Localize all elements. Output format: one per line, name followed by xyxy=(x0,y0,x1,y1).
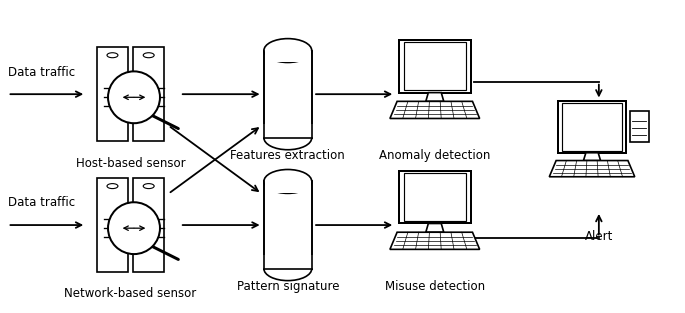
Text: Data traffic: Data traffic xyxy=(8,66,75,79)
Bar xyxy=(262,255,313,269)
Bar xyxy=(134,48,164,141)
Polygon shape xyxy=(426,93,444,101)
Text: Network-based sensor: Network-based sensor xyxy=(64,287,197,300)
Bar xyxy=(403,42,466,90)
Bar xyxy=(264,182,311,193)
Bar xyxy=(134,178,164,272)
Ellipse shape xyxy=(264,38,312,63)
Bar xyxy=(630,111,649,142)
Text: Misuse detection: Misuse detection xyxy=(385,280,485,293)
Ellipse shape xyxy=(108,71,160,123)
Bar xyxy=(264,51,312,138)
Bar xyxy=(562,103,622,151)
Text: Anomaly detection: Anomaly detection xyxy=(379,149,490,162)
Text: Features extraction: Features extraction xyxy=(230,149,345,162)
Ellipse shape xyxy=(264,257,312,281)
Bar xyxy=(262,124,313,138)
Ellipse shape xyxy=(264,170,312,193)
Bar xyxy=(399,171,471,223)
Bar xyxy=(399,40,471,93)
Polygon shape xyxy=(390,101,480,119)
Text: Pattern signature: Pattern signature xyxy=(236,280,339,293)
Polygon shape xyxy=(584,153,601,161)
Polygon shape xyxy=(426,223,444,232)
Polygon shape xyxy=(390,232,480,249)
Bar xyxy=(403,173,466,221)
Bar xyxy=(97,48,128,141)
Text: Host-based sensor: Host-based sensor xyxy=(76,156,186,170)
Bar xyxy=(264,51,311,63)
Bar xyxy=(264,182,312,269)
Polygon shape xyxy=(549,161,635,177)
Ellipse shape xyxy=(108,202,160,254)
Circle shape xyxy=(107,53,118,58)
Circle shape xyxy=(143,53,154,58)
Circle shape xyxy=(107,184,118,189)
Bar xyxy=(97,178,128,272)
Text: Data traffic: Data traffic xyxy=(8,197,75,209)
Circle shape xyxy=(143,184,154,189)
Ellipse shape xyxy=(264,126,312,150)
Text: Alert: Alert xyxy=(585,230,613,243)
Bar xyxy=(558,101,626,153)
